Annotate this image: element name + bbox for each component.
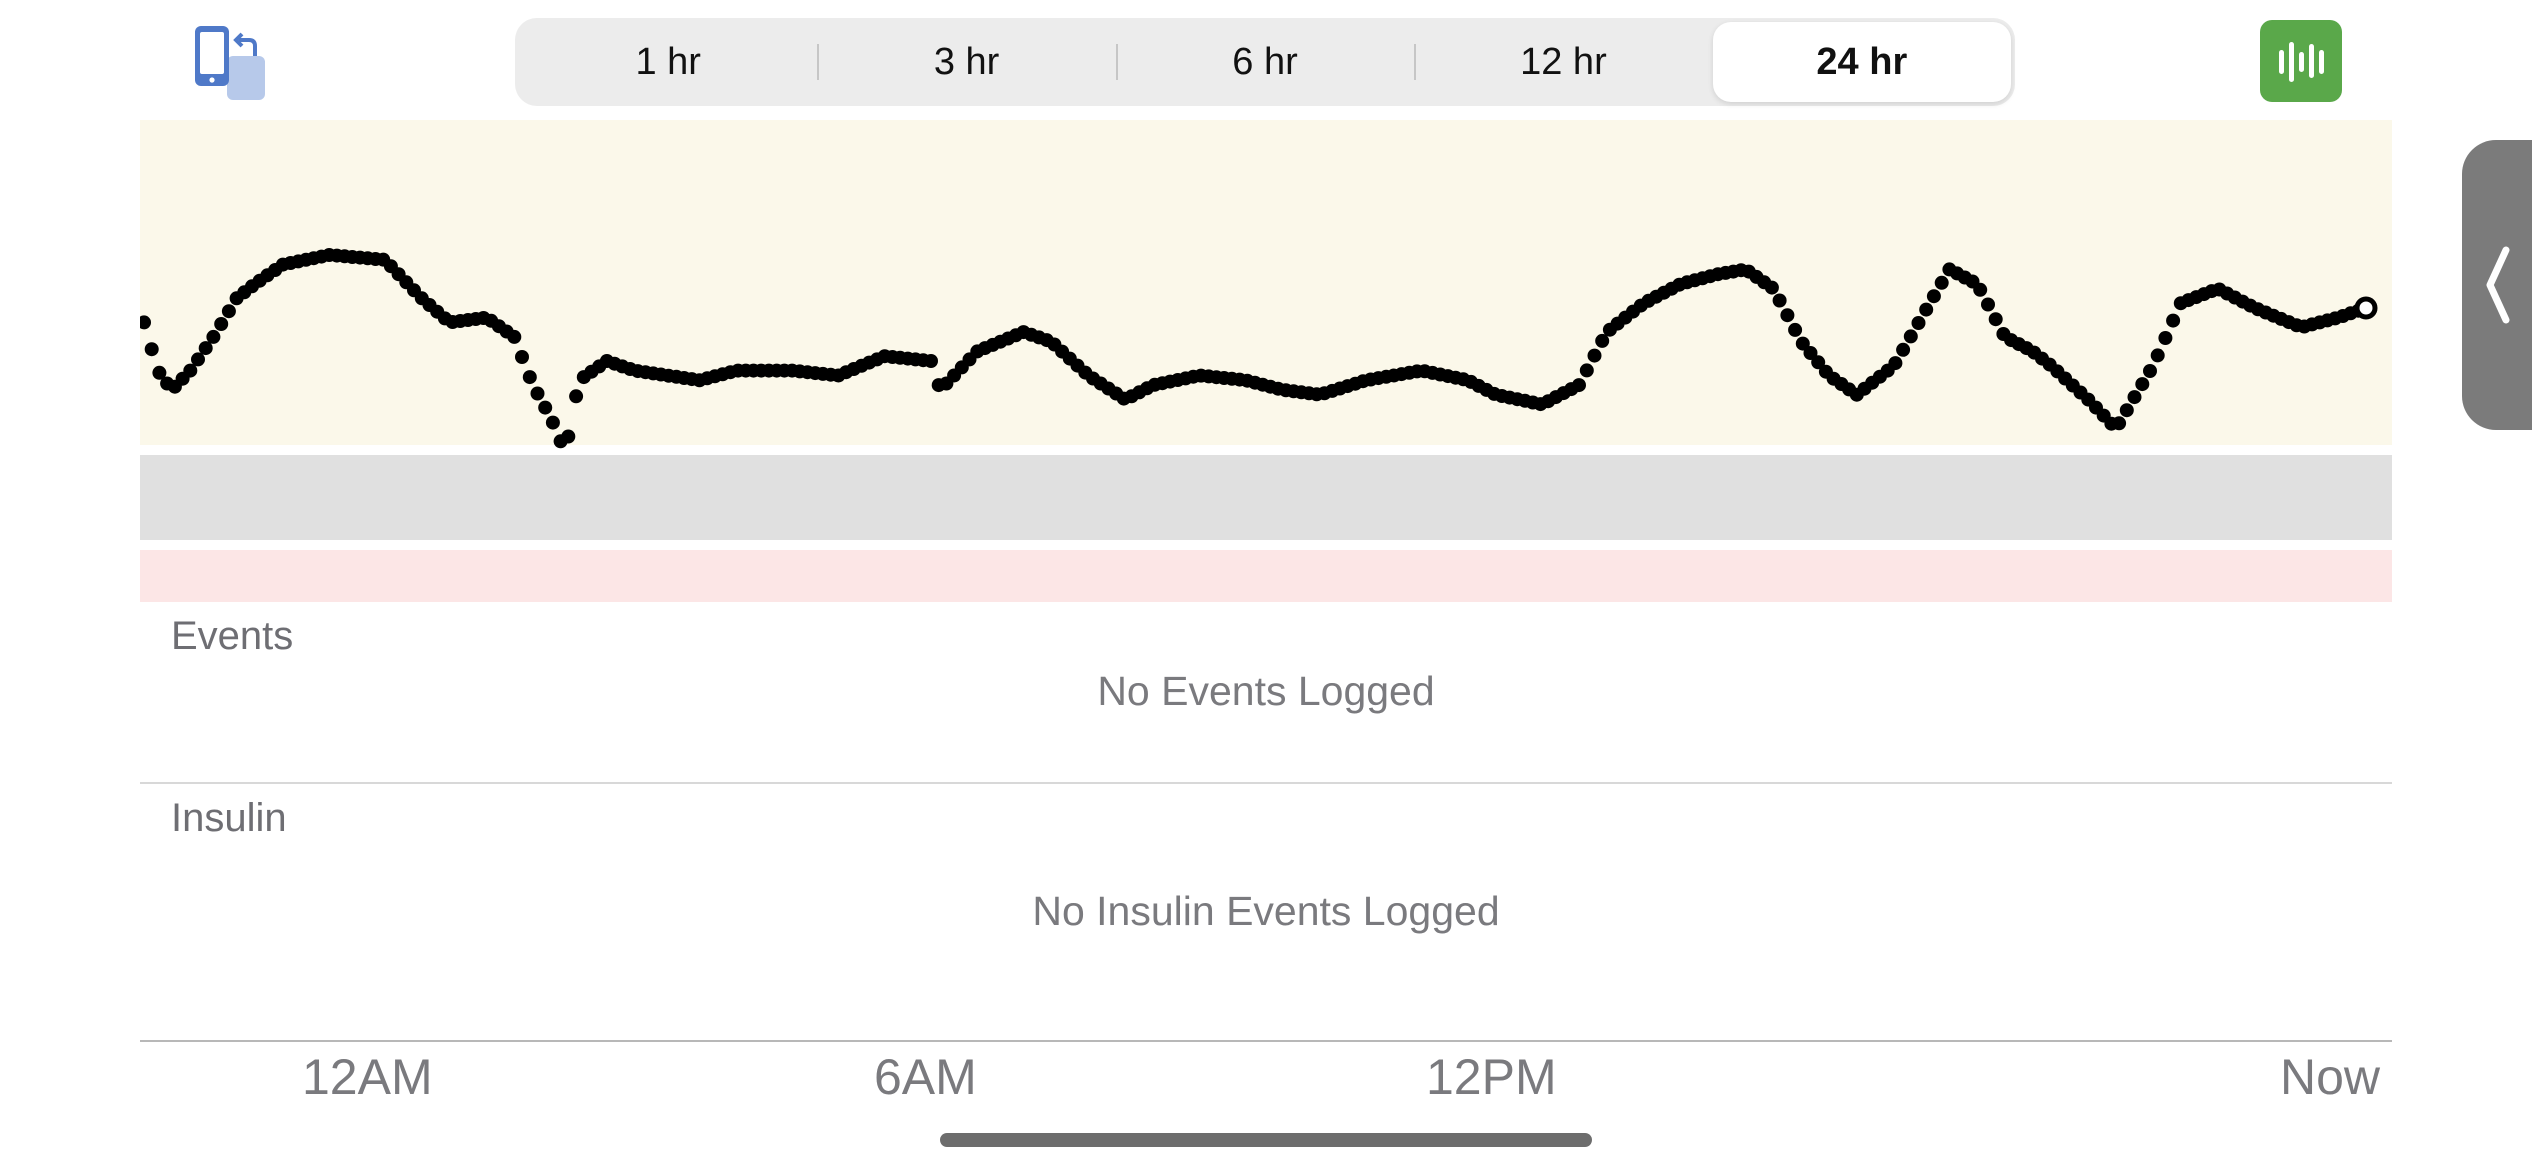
glucose-reading-dot (1803, 346, 1818, 360)
x-axis-label-6am: 6AM (874, 1049, 977, 1105)
home-indicator[interactable] (940, 1133, 1592, 1147)
glucose-reading-dot (1764, 280, 1779, 295)
glucose-reading-dot (1973, 282, 1988, 297)
glucose-reading-dot (1988, 312, 2003, 327)
events-label: Events (171, 614, 294, 658)
glucose-reading-dot (1926, 289, 1941, 304)
glucose-reading-dot (1896, 342, 1911, 357)
x-axis-label-12pm: 12PM (1426, 1049, 1557, 1105)
glucose-reading-dot (507, 329, 522, 344)
glucose-reading-dot (2150, 348, 2165, 363)
rotate-device-icon (195, 26, 265, 100)
glucose-reading-dot (214, 317, 229, 331)
glucose-reading-dot (1981, 297, 1995, 312)
side-panel-tab[interactable] (2462, 140, 2532, 430)
glucose-reading-dot (140, 315, 151, 330)
glucose-reading-dot (198, 341, 213, 356)
glucose-reading-dot (1911, 316, 1926, 330)
glucose-reading-dot (538, 400, 553, 415)
statistics-button[interactable] (2260, 20, 2342, 102)
low-range-band (140, 550, 2392, 602)
rotate-device-button[interactable] (185, 20, 275, 110)
glucose-reading-dot (1888, 356, 1903, 371)
x-axis-label-12am: 12AM (302, 1049, 433, 1105)
glucose-reading-dot (545, 415, 560, 430)
glucose-reading-dot (2112, 416, 2127, 431)
glucose-reading-dot (206, 329, 221, 344)
range-option-12hr[interactable]: 12 hr (1414, 22, 1712, 102)
glucose-reading-dot (1903, 329, 1918, 344)
insulin-empty-message: No Insulin Events Logged (1032, 888, 1500, 934)
glucose-reading-dot (2127, 390, 2142, 405)
glucose-reading-dot (152, 365, 167, 380)
range-option-6hr[interactable]: 6 hr (1115, 22, 1414, 102)
glucose-reading-dot (1772, 293, 1787, 308)
glucose-reading-dot (1795, 336, 1810, 351)
events-empty-message: No Events Logged (1097, 668, 1435, 714)
range-option-3hr[interactable]: 3 hr (817, 22, 1115, 102)
glucose-reading-dot (1587, 348, 1602, 363)
glucose-reading-dot (1788, 322, 1803, 337)
glucose-chart (140, 120, 2392, 602)
chevron-left-icon (2486, 246, 2510, 324)
glucose-reading-dot (1595, 333, 1610, 348)
target-range-band (140, 455, 2392, 540)
high-range-band (140, 120, 2392, 445)
glucose-reading-dot (1579, 363, 1594, 378)
glucose-reading-dot (924, 354, 938, 368)
glucose-reading-dot (2158, 331, 2173, 345)
glucose-reading-dot (1811, 355, 1826, 370)
bar-chart-icon (2279, 42, 2324, 82)
glucose-reading-dot (1919, 302, 1934, 317)
glucose-reading-dot (2166, 313, 2181, 328)
current-reading-dot (2354, 296, 2378, 320)
glucose-reading-dot (183, 363, 198, 378)
events-divider (140, 782, 2392, 784)
time-range-selector: 1 hr 3 hr 6 hr 12 hr 24 hr (515, 18, 2015, 106)
x-axis-line (140, 1040, 2392, 1042)
glucose-reading-dot (221, 304, 236, 319)
range-option-1hr[interactable]: 1 hr (635, 40, 701, 83)
glucose-reading-dot (515, 350, 529, 364)
glucose-reading-dot (1780, 308, 1795, 323)
glucose-reading-dot (530, 386, 545, 401)
glucose-reading-dot (2135, 377, 2150, 392)
glucose-reading-dot (1572, 378, 1586, 393)
glucose-reading-dot (191, 352, 205, 367)
glucose-reading-dot (561, 429, 576, 444)
insulin-label: Insulin (171, 796, 287, 840)
x-axis-label-now: Now (2280, 1049, 2381, 1105)
glucose-reading-dot (2143, 364, 2157, 378)
glucose-reading-dot (569, 389, 584, 404)
range-option-24hr[interactable]: 24 hr (1712, 22, 2012, 102)
glucose-reading-dot (1934, 275, 1949, 290)
glucose-reading-dot (144, 342, 159, 357)
glucose-reading-dot (522, 370, 537, 385)
glucose-reading-dot (2119, 403, 2134, 418)
